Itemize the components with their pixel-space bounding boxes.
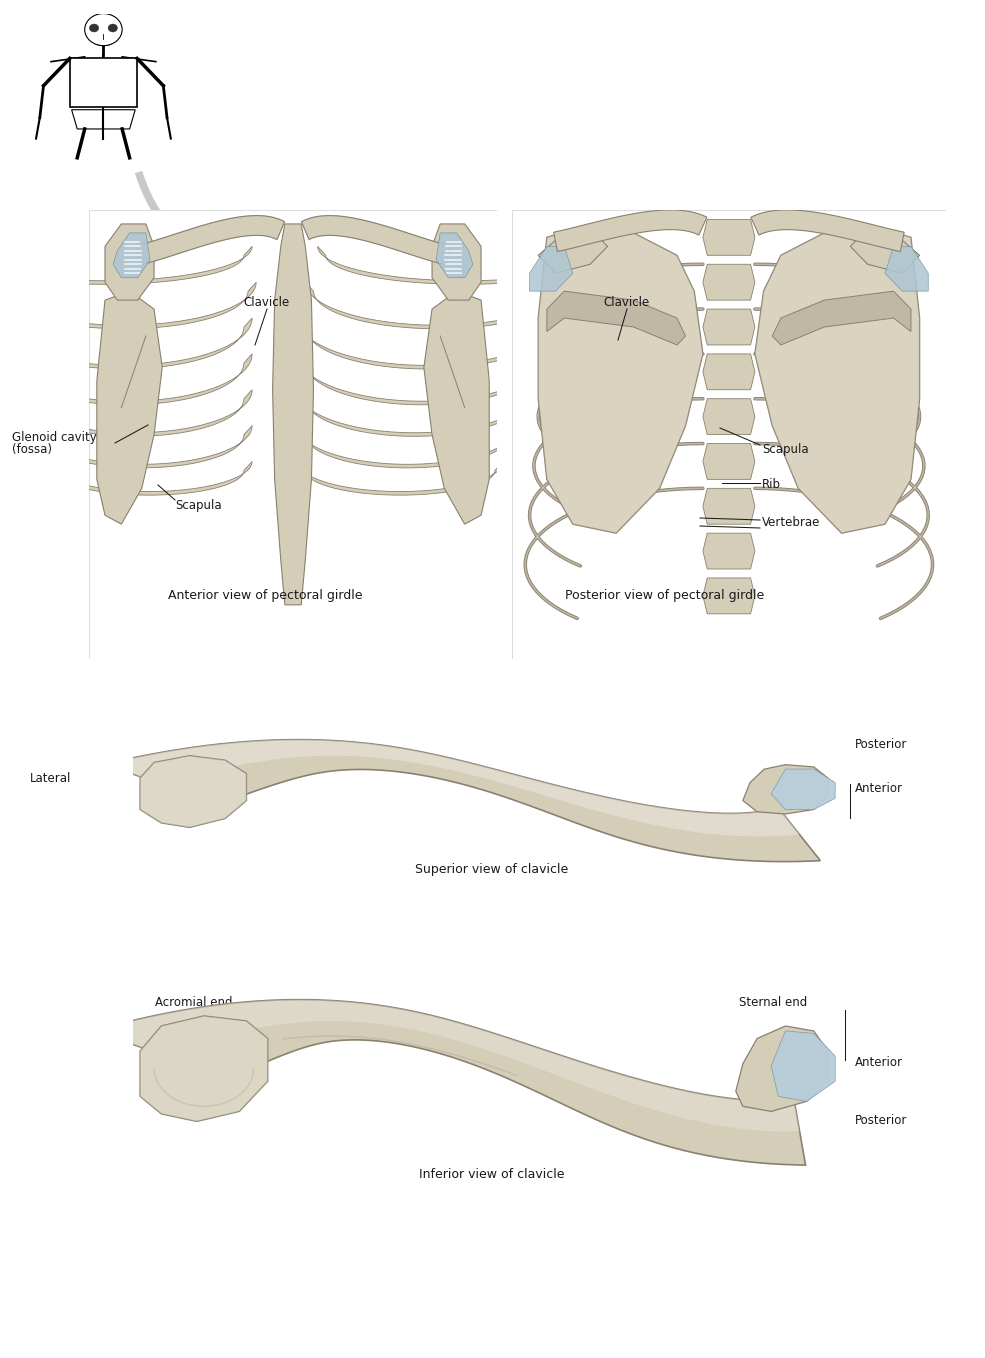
Text: Rib: Rib (762, 478, 781, 492)
Text: Vertebrae: Vertebrae (762, 516, 821, 528)
Polygon shape (743, 765, 828, 813)
Circle shape (90, 24, 98, 33)
Polygon shape (301, 216, 450, 265)
Polygon shape (547, 291, 686, 345)
Polygon shape (97, 291, 163, 524)
Polygon shape (771, 1031, 835, 1101)
Polygon shape (703, 489, 755, 524)
Text: Clavicle: Clavicle (604, 296, 650, 308)
Polygon shape (113, 234, 150, 278)
Text: Scapula: Scapula (175, 498, 222, 512)
Polygon shape (703, 399, 755, 435)
Text: Lateral: Lateral (30, 771, 71, 785)
Polygon shape (95, 999, 806, 1165)
Circle shape (108, 24, 117, 33)
Bar (70, 58, 137, 106)
Polygon shape (703, 444, 755, 479)
Text: Posterior view of pectoral girdle: Posterior view of pectoral girdle (565, 588, 764, 602)
Text: Inferior view of clavicle: Inferior view of clavicle (420, 1168, 564, 1181)
Polygon shape (0, 318, 252, 369)
Polygon shape (72, 110, 135, 129)
Polygon shape (432, 224, 481, 300)
Polygon shape (273, 224, 313, 604)
Polygon shape (140, 1016, 268, 1122)
Polygon shape (46, 462, 252, 496)
Text: Posterior: Posterior (855, 739, 907, 751)
Polygon shape (538, 228, 608, 273)
Polygon shape (771, 769, 835, 809)
Polygon shape (105, 224, 154, 300)
Polygon shape (297, 390, 533, 436)
Polygon shape (736, 1027, 828, 1111)
Text: Scapula: Scapula (762, 444, 809, 456)
FancyArrowPatch shape (135, 171, 273, 255)
Polygon shape (2, 354, 252, 405)
Text: Sternal end: Sternal end (739, 995, 807, 1009)
Polygon shape (140, 755, 246, 827)
Text: Superior view of clavicle: Superior view of clavicle (416, 864, 568, 876)
Polygon shape (136, 216, 285, 265)
Polygon shape (297, 354, 548, 405)
Text: Posterior: Posterior (855, 1114, 907, 1127)
Polygon shape (0, 282, 256, 329)
Polygon shape (317, 246, 612, 284)
Polygon shape (436, 234, 473, 278)
Text: Anterior view of pectoral girdle: Anterior view of pectoral girdle (167, 588, 362, 602)
Polygon shape (538, 224, 703, 534)
Polygon shape (305, 282, 570, 329)
Circle shape (85, 14, 122, 46)
Polygon shape (885, 246, 928, 291)
Polygon shape (0, 246, 252, 284)
Text: Acromial end: Acromial end (156, 995, 232, 1009)
Polygon shape (755, 224, 920, 534)
Polygon shape (297, 462, 503, 496)
Polygon shape (703, 579, 755, 614)
Polygon shape (850, 228, 920, 273)
Polygon shape (297, 318, 555, 369)
Polygon shape (424, 291, 490, 524)
Polygon shape (703, 220, 755, 255)
Text: (fossa): (fossa) (12, 444, 52, 456)
Text: Clavicle: Clavicle (244, 296, 291, 308)
Polygon shape (703, 310, 755, 345)
Polygon shape (17, 390, 252, 436)
Polygon shape (104, 740, 800, 837)
Polygon shape (538, 224, 703, 534)
Polygon shape (95, 999, 800, 1131)
Polygon shape (771, 769, 835, 809)
Polygon shape (140, 1016, 268, 1122)
Polygon shape (703, 534, 755, 569)
Polygon shape (755, 224, 920, 534)
Polygon shape (771, 1031, 835, 1101)
Polygon shape (530, 246, 573, 291)
Polygon shape (32, 425, 252, 469)
Polygon shape (751, 210, 904, 251)
Polygon shape (297, 425, 518, 469)
Polygon shape (703, 265, 755, 300)
Polygon shape (772, 291, 911, 345)
Polygon shape (136, 216, 285, 265)
Polygon shape (554, 210, 707, 251)
Polygon shape (140, 755, 246, 827)
Polygon shape (301, 216, 450, 265)
Text: Anterior: Anterior (855, 781, 903, 794)
Polygon shape (104, 740, 821, 861)
Text: Glenoid cavity: Glenoid cavity (12, 430, 97, 444)
Polygon shape (703, 354, 755, 390)
Text: Anterior: Anterior (855, 1057, 903, 1070)
